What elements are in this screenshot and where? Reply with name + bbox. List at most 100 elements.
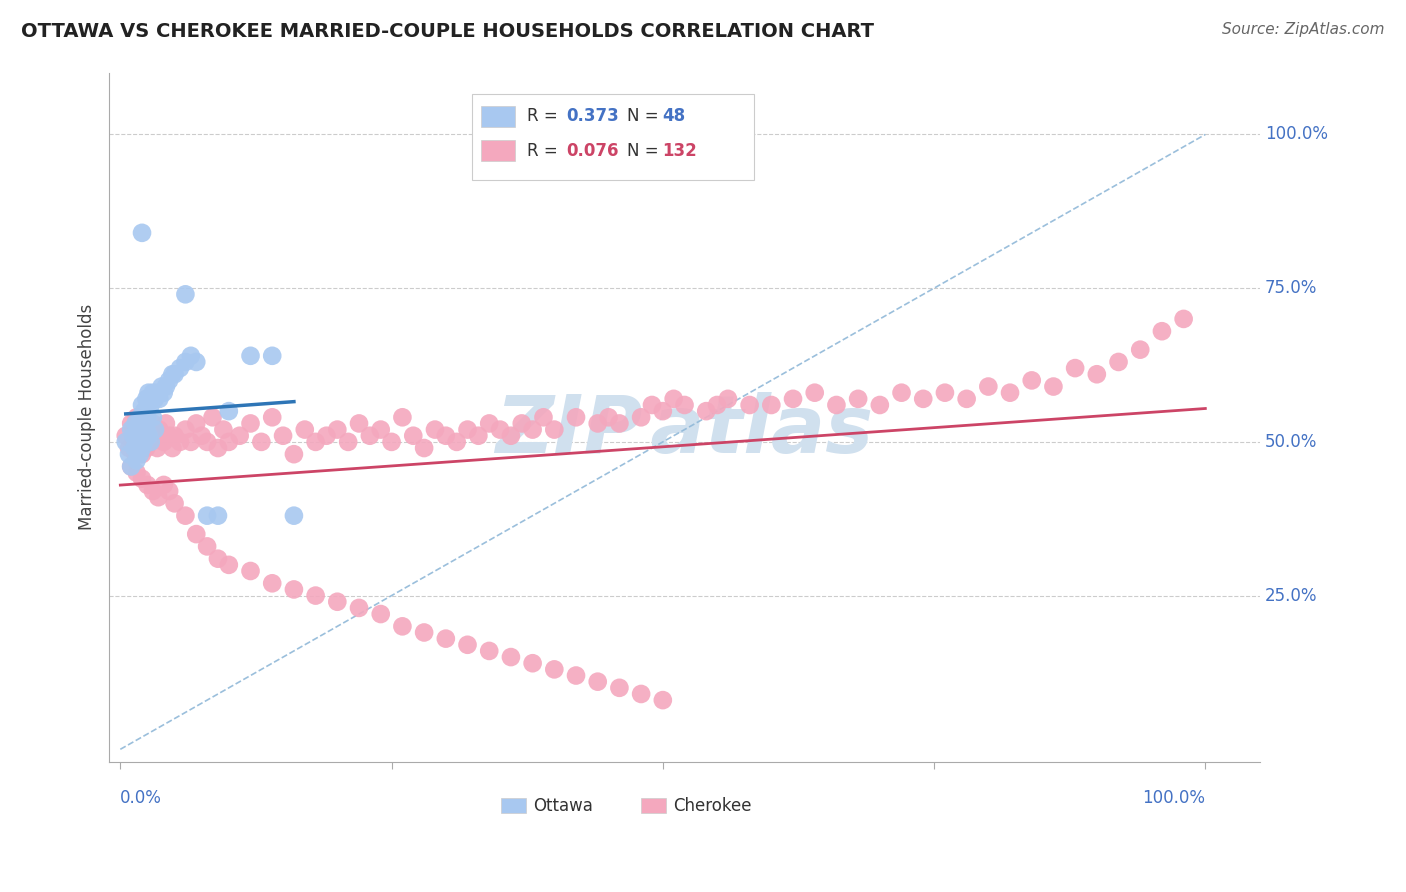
Point [673, 398, 696, 412]
Point [543, 423, 565, 437]
Point [207, 441, 229, 455]
Point [457, 423, 479, 437]
Point [131, 226, 153, 240]
Point [125, 428, 148, 442]
Point [152, 478, 174, 492]
Point [138, 385, 160, 400]
Point [131, 441, 153, 455]
Point [114, 428, 136, 442]
Text: 25.0%: 25.0% [1265, 587, 1317, 605]
Point [934, 385, 956, 400]
Point [761, 398, 783, 412]
Point [565, 668, 588, 682]
Point [143, 423, 166, 437]
Point [695, 404, 717, 418]
Point [413, 625, 436, 640]
Point [478, 644, 501, 658]
Point [218, 434, 240, 449]
Point [912, 392, 935, 406]
Point [337, 434, 360, 449]
Point [150, 379, 173, 393]
Point [533, 410, 555, 425]
Point [239, 417, 262, 431]
Point [169, 361, 191, 376]
Point [304, 434, 326, 449]
Point [131, 398, 153, 412]
Point [738, 398, 761, 412]
Point [956, 392, 979, 406]
Text: ZIP atlas: ZIP atlas [495, 392, 873, 470]
Point [1042, 379, 1064, 393]
Point [977, 379, 1000, 393]
Point [148, 490, 170, 504]
Point [157, 484, 180, 499]
Point [128, 434, 150, 449]
Point [359, 428, 381, 442]
Point [163, 428, 186, 442]
Point [134, 404, 156, 418]
Point [174, 508, 197, 523]
Text: R =: R = [527, 142, 562, 160]
Point [228, 428, 250, 442]
Point [125, 466, 148, 480]
Point [218, 558, 240, 572]
Point [142, 385, 165, 400]
Text: Source: ZipAtlas.com: Source: ZipAtlas.com [1222, 22, 1385, 37]
Point [125, 410, 148, 425]
Point [706, 398, 728, 412]
Point [143, 392, 166, 406]
Point [402, 428, 425, 442]
Point [446, 434, 468, 449]
Point [201, 410, 224, 425]
Point [315, 428, 337, 442]
Point [135, 441, 157, 455]
Point [641, 398, 664, 412]
Point [142, 417, 165, 431]
Point [169, 434, 191, 449]
Point [890, 385, 912, 400]
Point [478, 417, 501, 431]
Point [391, 410, 413, 425]
Point [180, 434, 202, 449]
Point [662, 392, 685, 406]
Point [136, 410, 159, 425]
Text: 100.0%: 100.0% [1142, 789, 1205, 807]
Point [1129, 343, 1152, 357]
Point [124, 441, 146, 455]
Bar [481, 106, 516, 127]
Point [370, 423, 392, 437]
Point [467, 428, 489, 442]
Text: R =: R = [527, 107, 562, 126]
Point [131, 472, 153, 486]
Point [1064, 361, 1087, 376]
Point [174, 355, 197, 369]
Point [1021, 373, 1043, 387]
Point [195, 508, 218, 523]
Point [207, 508, 229, 523]
Point [413, 441, 436, 455]
Point [118, 447, 141, 461]
Point [283, 582, 305, 597]
Point [510, 417, 533, 431]
Point [120, 459, 142, 474]
Point [124, 447, 146, 461]
Point [651, 693, 673, 707]
Text: 48: 48 [662, 107, 686, 126]
Point [157, 373, 180, 387]
Point [195, 540, 218, 554]
Bar [481, 140, 516, 161]
Point [782, 392, 804, 406]
Text: 50.0%: 50.0% [1265, 433, 1317, 450]
Point [134, 434, 156, 449]
Point [139, 434, 162, 449]
Point [148, 423, 170, 437]
Point [598, 410, 620, 425]
Point [128, 447, 150, 461]
Point [143, 428, 166, 442]
Point [180, 349, 202, 363]
Point [139, 398, 162, 412]
Point [586, 417, 609, 431]
Point [120, 459, 142, 474]
Point [586, 674, 609, 689]
Point [131, 423, 153, 437]
